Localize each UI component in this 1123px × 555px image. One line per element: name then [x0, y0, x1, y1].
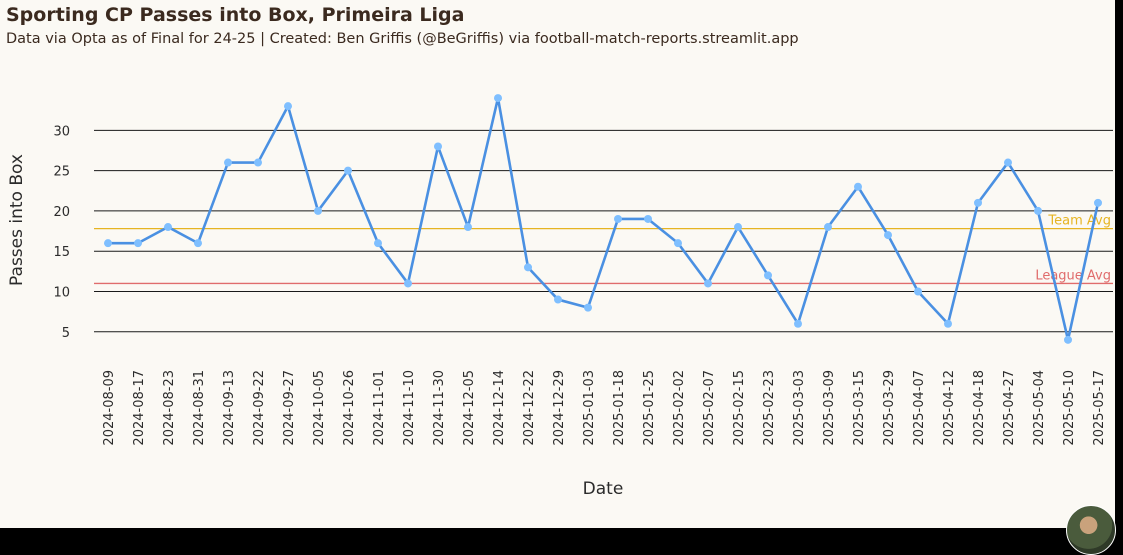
data-point [374, 239, 382, 248]
y-tick-label: 5 [62, 326, 70, 341]
data-point [284, 102, 292, 111]
x-tick-label: 2025-03-03 [792, 370, 807, 446]
y-tick-label: 25 [53, 165, 70, 180]
data-point [854, 182, 862, 191]
data-point [164, 223, 172, 232]
x-tick-label: 2024-08-17 [132, 370, 147, 446]
data-point [734, 223, 742, 232]
data-point [614, 214, 622, 223]
x-tick-label: 2024-11-10 [402, 370, 417, 446]
data-point [944, 319, 952, 328]
x-tick-label: 2024-08-31 [192, 370, 207, 446]
x-tick-label: 2025-04-27 [1002, 370, 1017, 446]
x-tick-label: 2024-10-05 [312, 370, 327, 446]
data-point [404, 279, 412, 288]
y-tick-label: 20 [53, 205, 70, 220]
y-tick-label: 15 [53, 245, 70, 260]
x-tick-label: 2025-01-25 [642, 370, 657, 446]
x-axis-ticks: 2024-08-09 2024-08-17 2024-08-23 2024-08-31… [102, 370, 1107, 446]
data-point [674, 239, 682, 248]
x-tick-label: 2024-11-30 [432, 370, 447, 446]
grid-lines [94, 129, 1113, 333]
data-point [824, 223, 832, 232]
author-avatar-icon [1066, 505, 1116, 555]
data-point [434, 142, 442, 151]
x-tick-label: 2025-02-23 [762, 370, 777, 446]
data-point [1034, 206, 1042, 215]
x-tick-label: 2024-09-27 [282, 370, 297, 446]
data-point [554, 295, 562, 304]
x-tick-label: 2025-01-03 [582, 370, 597, 446]
x-tick-label: 2024-09-13 [222, 370, 237, 446]
series-line [108, 96, 1100, 342]
data-point [644, 214, 652, 223]
x-tick-label: 2025-03-29 [882, 370, 897, 446]
chart-title: Sporting CP Passes into Box, Primeira Li… [6, 4, 465, 26]
data-point [1064, 335, 1072, 344]
y-axis-ticks: 5 10 15 20 25 30 [53, 124, 70, 340]
data-point [254, 158, 262, 167]
data-series [104, 94, 1102, 344]
chart-subtitle: Data via Opta as of Final for 24-25 | Cr… [6, 31, 799, 47]
x-tick-label: 2025-04-07 [912, 370, 927, 446]
data-point [314, 206, 322, 215]
data-point [1094, 198, 1102, 207]
data-point [104, 239, 112, 248]
data-point [1004, 158, 1012, 167]
data-point [764, 271, 772, 280]
data-point [914, 287, 922, 296]
data-point [524, 263, 532, 272]
data-point [884, 231, 892, 240]
x-tick-label: 2024-09-22 [252, 370, 267, 446]
data-point [974, 198, 982, 207]
reference-line-label: Team Avg [1047, 214, 1111, 229]
data-point [194, 239, 202, 248]
x-tick-label: 2025-01-18 [612, 370, 627, 446]
data-point [224, 158, 232, 167]
x-tick-label: 2025-05-17 [1092, 370, 1107, 446]
x-tick-label: 2025-04-12 [942, 370, 957, 446]
x-tick-label: 2025-02-02 [672, 370, 687, 446]
x-tick-label: 2024-10-26 [342, 370, 357, 446]
x-tick-label: 2025-05-10 [1062, 370, 1077, 446]
reference-line-label: League Avg [1035, 268, 1111, 283]
x-tick-label: 2024-08-09 [102, 370, 117, 446]
data-point [344, 166, 352, 175]
x-axis-label: Date [583, 479, 624, 499]
x-tick-label: 2025-03-15 [852, 370, 867, 446]
data-point [794, 319, 802, 328]
x-tick-label: 2025-02-07 [702, 370, 717, 446]
x-tick-label: 2024-12-29 [552, 370, 567, 446]
y-tick-label: 10 [53, 286, 70, 301]
line-chart: 5 10 15 20 25 30 Team Avg League Avg 2024-08-0… [7, 94, 1113, 499]
x-tick-label: 2025-03-09 [822, 370, 837, 446]
x-tick-label: 2025-05-04 [1032, 370, 1047, 446]
x-tick-label: 2024-12-05 [462, 370, 477, 446]
data-point [704, 279, 712, 288]
data-point [464, 223, 472, 232]
x-tick-label: 2024-12-14 [492, 370, 507, 446]
x-tick-label: 2025-02-15 [732, 370, 747, 446]
y-axis-label: Passes into Box [7, 154, 27, 286]
y-tick-label: 30 [53, 124, 70, 139]
x-tick-label: 2024-08-23 [162, 370, 177, 446]
data-point [494, 94, 502, 103]
x-tick-label: 2025-04-18 [972, 370, 987, 446]
data-point [584, 303, 592, 312]
x-tick-label: 2024-11-01 [372, 370, 387, 446]
data-point [134, 239, 142, 248]
x-tick-label: 2024-12-22 [522, 370, 537, 446]
